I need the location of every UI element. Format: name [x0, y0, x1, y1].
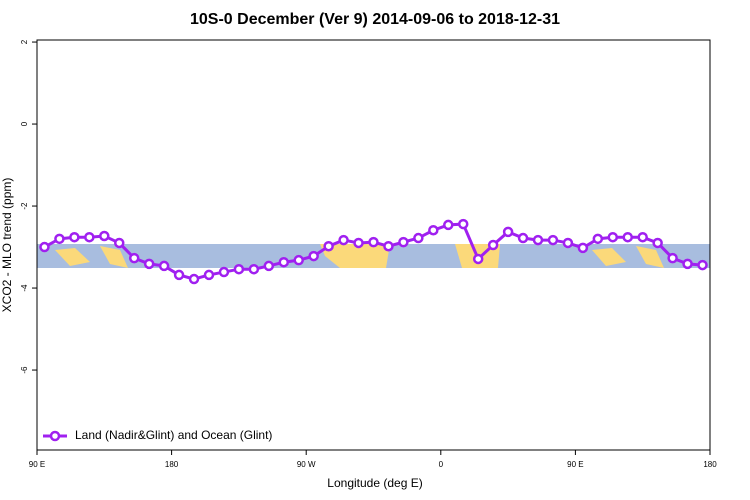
y-tick-label: -4 — [20, 284, 29, 292]
data-point — [353, 237, 364, 249]
data-point — [69, 231, 80, 243]
data-point — [143, 258, 155, 270]
data-point — [338, 234, 349, 246]
data-point — [577, 242, 589, 254]
data-point — [637, 231, 648, 243]
x-tick-label: 180 — [703, 460, 717, 469]
data-point — [697, 259, 708, 271]
data-point — [532, 234, 544, 246]
data-point — [562, 237, 574, 249]
x-axis-label: Longitude (deg E) — [327, 476, 422, 490]
x-tick-label: 180 — [165, 460, 179, 469]
data-point — [158, 260, 170, 272]
legend-marker — [49, 430, 61, 442]
data-point — [682, 258, 693, 270]
data-point — [487, 239, 499, 251]
data-point — [592, 233, 604, 245]
legend-label: Land (Nadir&Glint) and Ocean (Glint) — [75, 428, 272, 442]
data-point — [667, 252, 678, 264]
data-point — [188, 273, 200, 285]
data-point — [173, 269, 185, 281]
data-point — [278, 256, 290, 268]
y-tick-label: 2 — [20, 39, 29, 44]
data-point — [203, 269, 215, 281]
data-point — [114, 237, 125, 249]
y-tick-label: -2 — [20, 202, 29, 210]
chart-title: 10S-0 December (Ver 9) 2014-09-06 to 201… — [190, 11, 560, 28]
data-point — [472, 253, 484, 265]
data-point — [428, 224, 439, 236]
data-point — [443, 219, 454, 231]
y-axis-label: XCO2 - MLO trend (ppm) — [0, 178, 14, 313]
data-point — [263, 260, 275, 272]
data-point — [368, 236, 379, 248]
data-point — [293, 254, 304, 266]
data-point — [413, 232, 424, 244]
data-point — [383, 240, 394, 252]
data-point — [457, 218, 469, 230]
data-point — [54, 233, 65, 245]
x-tick-label: 90 W — [297, 460, 316, 469]
y-tick-label: 0 — [20, 121, 29, 126]
data-point — [84, 231, 95, 243]
data-point — [398, 236, 409, 248]
data-point — [99, 230, 110, 242]
x-tick-label: 90 E — [567, 460, 583, 469]
data-point — [517, 232, 529, 244]
plot-frame — [36, 39, 711, 451]
data-point — [547, 234, 559, 246]
data-point — [652, 237, 663, 249]
data-point — [323, 240, 334, 252]
data-point — [502, 226, 514, 238]
data-point — [39, 241, 50, 253]
x-tick-label: 0 — [439, 460, 444, 469]
data-point — [622, 231, 633, 243]
x-tick-label: 90 E — [29, 460, 45, 469]
data-point — [218, 266, 230, 278]
data-point — [607, 231, 619, 243]
data-point — [248, 263, 260, 275]
data-point — [128, 252, 140, 264]
data-point — [233, 263, 245, 275]
y-tick-label: -6 — [20, 366, 29, 374]
data-point — [308, 250, 319, 262]
